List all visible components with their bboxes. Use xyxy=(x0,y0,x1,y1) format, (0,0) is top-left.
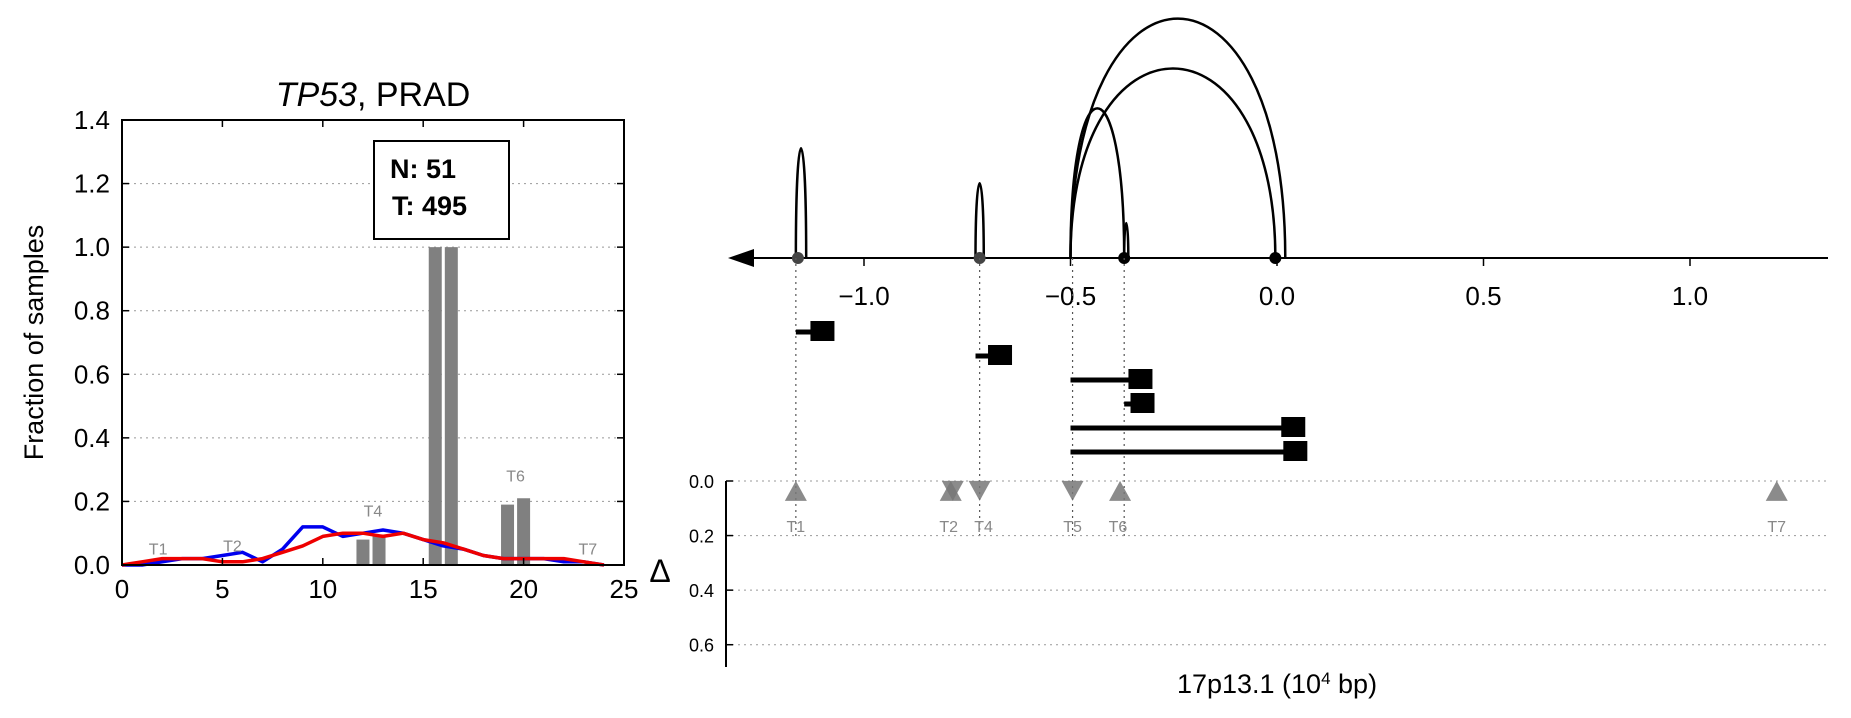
normal-count: N: 51 xyxy=(390,154,456,184)
title-gene: TP53 xyxy=(276,76,357,114)
breakpoint-dot xyxy=(791,252,804,264)
x-tick-label: 10 xyxy=(308,574,337,604)
y-axis-label: Fraction of samples xyxy=(19,225,49,461)
mutation-label: T1 xyxy=(149,542,168,559)
mutation-marker-label: T5 xyxy=(1063,519,1082,536)
bar xyxy=(501,504,515,565)
genome-tick-label: 0.0 xyxy=(1259,281,1295,311)
breakpoint-arc xyxy=(1069,17,1287,259)
segment-end-block xyxy=(1281,417,1306,437)
axis-arrow-left xyxy=(728,249,754,267)
genome-axis-label: 17p13.1 (104 bp) xyxy=(1177,669,1377,700)
plot-frame xyxy=(121,119,625,566)
bar xyxy=(444,247,458,565)
mutation-marker-label: T2 xyxy=(939,519,958,536)
breakpoint-arc xyxy=(794,147,808,259)
mutation-label: T2 xyxy=(223,538,242,555)
tumor-count: T: 495 xyxy=(392,191,467,221)
segment-end-block xyxy=(810,321,835,341)
xlabel-sup: 4 xyxy=(1321,669,1330,688)
segment-end-block xyxy=(1130,393,1155,413)
mutation-marker xyxy=(1109,480,1132,501)
breakpoint-arc xyxy=(1069,67,1277,259)
genome-tick-label: −0.5 xyxy=(1045,281,1096,311)
genome-tick-label: 0.5 xyxy=(1465,281,1501,311)
xlabel-end: bp) xyxy=(1331,669,1378,699)
count-box xyxy=(373,140,510,240)
mutation-marker xyxy=(1061,480,1084,501)
segment-end-block xyxy=(1283,441,1308,461)
mutation-marker xyxy=(784,480,807,501)
left-panel-chart: T1 T2 T4 T6 T7 0.0 0.2 0.4 0.6 0.8 1.0 1.2 1.4 0 5 10 15… xyxy=(19,76,638,604)
x-tick-label: 25 xyxy=(610,574,639,604)
delta-label: Δ xyxy=(649,553,670,589)
mutation-marker-label: T4 xyxy=(974,519,993,536)
y-tick-label: 0.4 xyxy=(74,423,110,453)
y-tick-label: 0.2 xyxy=(74,486,110,516)
y-tick-label: 0.6 xyxy=(74,359,110,389)
bar xyxy=(356,539,370,565)
x-tick-label: 0 xyxy=(115,574,129,604)
mutation-marker xyxy=(941,480,964,501)
y-tick-label: 1.2 xyxy=(74,169,110,199)
xlabel-main: 17p13.1 (10 xyxy=(1177,669,1321,699)
delta-tick-label: 0.0 xyxy=(689,472,714,492)
breakpoint-arc xyxy=(974,182,986,259)
mutation-marker-label: T7 xyxy=(1767,519,1786,536)
y-tick-label: 0.0 xyxy=(74,550,110,580)
genome-tick-label: 1.0 xyxy=(1672,281,1708,311)
segment-end-block xyxy=(1128,369,1153,389)
y-tick-label: 1.4 xyxy=(74,105,110,135)
mutation-marker xyxy=(968,480,991,501)
segment-end-block xyxy=(988,345,1013,365)
mutation-label: T6 xyxy=(506,469,525,486)
mutation-marker xyxy=(1765,480,1788,501)
x-tick-label: 15 xyxy=(409,574,438,604)
right-panel-chart: −1.0 −0.5 0.0 0.5 1.0 0.0 0.2 0.4 0.6 Δ T1 T2 T4 T5 T6… xyxy=(649,17,1828,700)
breakpoint-arc xyxy=(1122,221,1130,259)
genome-tick-label: −1.0 xyxy=(838,281,889,311)
x-tick-label: 5 xyxy=(215,574,229,604)
title-cohort: , PRAD xyxy=(357,76,470,114)
mutation-label: T7 xyxy=(579,542,598,559)
y-tick-label: 0.8 xyxy=(74,296,110,326)
chart-title: TP53, PRAD xyxy=(276,76,471,114)
mutation-marker-label: T6 xyxy=(1109,519,1128,536)
x-tick-label: 20 xyxy=(509,574,538,604)
y-tick-label: 1.0 xyxy=(74,232,110,262)
breakpoint-dot xyxy=(1269,252,1282,264)
bar xyxy=(517,498,531,565)
bar xyxy=(372,536,386,565)
mutation-marker-label: T1 xyxy=(787,519,806,536)
delta-tick-label: 0.2 xyxy=(689,527,714,547)
bar xyxy=(428,247,442,565)
mutation-label: T4 xyxy=(364,504,383,521)
delta-tick-label: 0.6 xyxy=(689,636,714,656)
delta-tick-label: 0.4 xyxy=(689,581,714,601)
